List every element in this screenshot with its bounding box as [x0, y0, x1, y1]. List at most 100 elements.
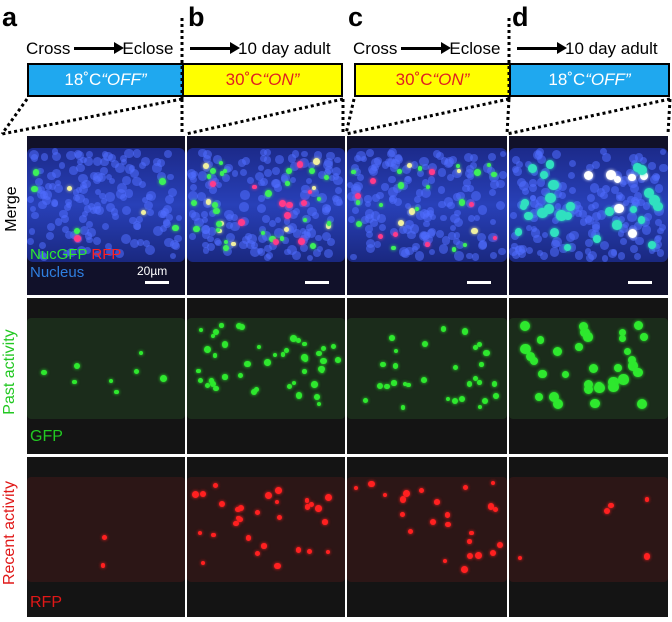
nucleus-dot — [393, 198, 402, 207]
tissue-band — [27, 318, 185, 419]
nucleus-dot — [331, 166, 342, 176]
gfp-cell — [290, 335, 297, 342]
temperature-bar-c: 30˚C “ON” — [354, 63, 511, 97]
nucleus-dot — [438, 244, 449, 254]
gfp-cell — [308, 167, 315, 174]
nucleus-dot — [656, 249, 665, 257]
nucleus-dot — [299, 243, 308, 253]
gfp-cell — [219, 323, 224, 328]
nucleus-dot — [638, 176, 645, 184]
nucleus-dot — [264, 169, 273, 178]
nucleus-dot — [139, 162, 147, 170]
nucleus-dot — [189, 233, 196, 240]
gfp-cell — [369, 177, 377, 184]
nucleus-dot — [529, 179, 538, 188]
rfp-cell — [245, 535, 252, 541]
nucleus-dot — [79, 184, 89, 194]
step-10-day-adult: 10 day adult — [565, 39, 658, 58]
nucleus-dot — [575, 210, 582, 217]
rfp-cell — [235, 507, 241, 513]
nucleus-dot — [226, 241, 235, 250]
scale-bar — [467, 281, 491, 284]
gfp-cell — [33, 169, 40, 176]
gfp-cell — [286, 167, 292, 174]
nucleus-dot — [146, 194, 153, 201]
nucleus-dot — [369, 167, 379, 177]
nucleus-dot — [364, 200, 372, 208]
nucleus-dot — [50, 199, 59, 208]
gfp-cell — [535, 392, 544, 401]
nucleus-dot — [83, 198, 90, 205]
gfp-cell — [251, 388, 258, 395]
nucleus-dot — [334, 156, 341, 164]
micrograph-panel — [347, 457, 507, 617]
gfp-cell — [291, 381, 296, 386]
nucleus-dot — [283, 218, 290, 225]
nucleus-dot — [388, 196, 395, 203]
nucleus-dot — [102, 151, 109, 158]
nucleus-dot — [292, 250, 302, 260]
nucleus-dot — [410, 161, 419, 169]
nucleus-dot — [124, 164, 135, 174]
nucleus-dot — [453, 217, 464, 228]
nucleus-dot — [428, 248, 435, 256]
rfp-cell — [307, 548, 313, 554]
gfp-cell — [209, 379, 214, 384]
gfp-cell — [415, 207, 420, 212]
nucleus-dot — [448, 156, 457, 164]
nucleus-dot — [138, 180, 146, 188]
nucleus-dot — [306, 178, 313, 185]
gfp-cell — [563, 212, 572, 221]
nucleus-dot — [549, 247, 560, 257]
nucleus-dot — [72, 189, 80, 197]
gfp-cell — [323, 175, 329, 181]
nucleus-dot — [101, 197, 108, 204]
nucleus-dot — [188, 209, 197, 218]
nucleus-dot — [399, 247, 409, 257]
step-eclose: Eclose — [449, 39, 501, 58]
nucleus-dot — [587, 250, 598, 261]
nucleus-dot — [167, 187, 178, 198]
nucleus-dot — [166, 214, 173, 222]
rfp-cell — [368, 480, 375, 488]
arrow-right-icon — [74, 41, 125, 54]
nucleus-dot — [365, 230, 373, 238]
gfp-cell — [593, 235, 602, 244]
gfp-cell — [272, 352, 277, 357]
gfp-cell — [451, 397, 459, 404]
nucleus-dot — [309, 187, 319, 198]
nucleus-dot — [568, 172, 576, 180]
gfp-cell — [302, 341, 307, 347]
nucleus-dot — [238, 202, 249, 213]
gfp-cell — [528, 164, 538, 174]
rfp-cell — [434, 499, 440, 505]
nucleus-dot — [76, 164, 85, 173]
nucleus-dot — [170, 240, 180, 249]
nucleus-dot — [38, 241, 47, 250]
nucleus-dot — [111, 160, 120, 169]
nucleus-dot — [299, 227, 306, 235]
nucleus-dot — [633, 252, 642, 261]
nucleus-dot — [89, 171, 98, 180]
gfp-cell — [41, 369, 48, 376]
nucleus-dot — [637, 198, 645, 206]
nucleus-dot — [141, 196, 148, 203]
nucleus-dot — [413, 195, 422, 204]
gfp-cell — [537, 336, 545, 344]
nucleus-dot — [115, 189, 126, 199]
gfp-cell — [545, 192, 557, 204]
nucleus-dot — [141, 156, 151, 166]
micrograph-panel — [187, 298, 345, 454]
gfp-cell — [318, 365, 325, 373]
gfp-cell — [377, 233, 384, 239]
gfp-cell — [633, 367, 643, 377]
gfp-cell — [637, 216, 646, 224]
gfp-cell — [261, 231, 266, 236]
nucleus-dot — [436, 229, 445, 238]
gfp-cell — [647, 240, 657, 249]
nucleus-dot — [81, 211, 88, 218]
rfp-cell — [399, 496, 407, 503]
tissue-band — [347, 318, 507, 419]
nucleus-dot — [498, 247, 506, 256]
nucleus-dot — [470, 162, 478, 170]
